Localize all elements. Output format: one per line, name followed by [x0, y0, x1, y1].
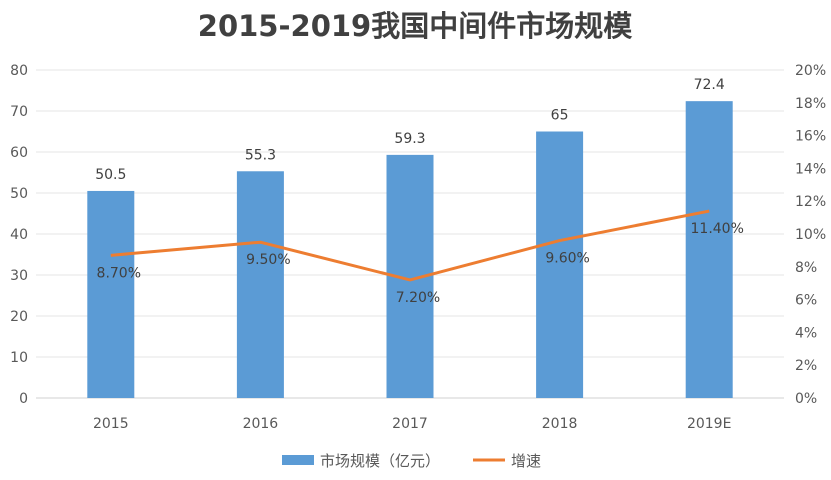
- legend-label-line: 增速: [511, 452, 541, 470]
- bar-data-label: 50.5: [95, 167, 126, 183]
- legend: 市场规模（亿元） 增速: [282, 452, 541, 470]
- y2-tick-label: 4%: [795, 325, 817, 341]
- legend-swatch-bar: [282, 455, 314, 465]
- bar-data-label: 55.3: [245, 147, 276, 163]
- x-tick-label: 2016: [243, 416, 279, 432]
- y2-tick-label: 10%: [795, 227, 826, 243]
- legend-label-bar: 市场规模（亿元）: [320, 452, 440, 470]
- bar: [685, 101, 733, 398]
- y2-tick-label: 6%: [795, 293, 817, 309]
- line-data-label: 9.50%: [246, 252, 290, 268]
- y-tick-label: 50: [10, 186, 28, 202]
- chart-title: 2015-2019我国中间件市场规模: [198, 9, 633, 43]
- y-tick-label: 80: [10, 63, 28, 79]
- y2-tick-label: 8%: [795, 260, 817, 276]
- y2-tick-label: 16%: [795, 129, 826, 145]
- y2-tick-label: 20%: [795, 63, 826, 79]
- y-tick-label: 10: [10, 350, 28, 366]
- y-tick-label: 70: [10, 104, 28, 120]
- x-tick-label: 2018: [542, 416, 578, 432]
- bar-data-label: 65: [551, 108, 569, 124]
- bar: [536, 131, 584, 398]
- bar-data-label: 72.4: [694, 77, 725, 93]
- y2-tick-label: 14%: [795, 161, 826, 177]
- bar: [236, 171, 284, 398]
- y2-tick-label: 12%: [795, 194, 826, 210]
- x-tick-label: 2015: [93, 416, 129, 432]
- bar-data-label: 59.3: [394, 131, 425, 147]
- line-data-label: 7.20%: [396, 290, 440, 306]
- y-tick-label: 40: [10, 227, 28, 243]
- y2-tick-label: 0%: [795, 391, 817, 407]
- line-data-label: 8.70%: [97, 265, 141, 281]
- y-tick-label: 0: [19, 391, 28, 407]
- x-tick-label: 2019E: [687, 416, 731, 432]
- bar: [87, 190, 135, 398]
- line-data-label: 11.40%: [691, 221, 744, 237]
- y2-tick-label: 18%: [795, 96, 826, 112]
- x-tick-label: 2017: [392, 416, 428, 432]
- y-tick-label: 30: [10, 268, 28, 284]
- y2-tick-label: 2%: [795, 358, 817, 374]
- line-data-label: 9.60%: [545, 251, 589, 267]
- y-tick-label: 20: [10, 309, 28, 325]
- y-tick-label: 60: [10, 145, 28, 161]
